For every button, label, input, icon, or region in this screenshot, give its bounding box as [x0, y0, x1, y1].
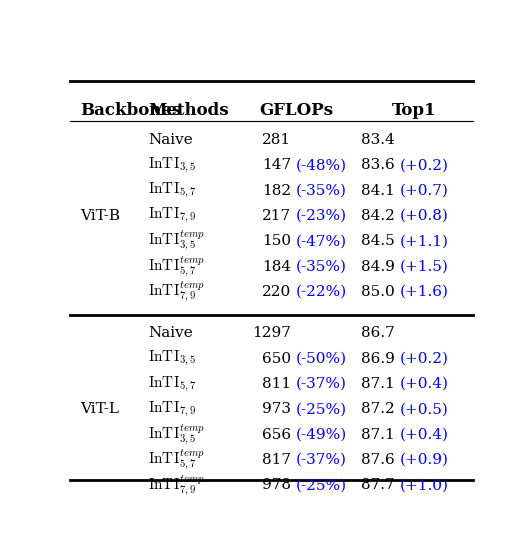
Text: 84.1: 84.1 [361, 183, 395, 197]
Text: (+0.2): (+0.2) [400, 352, 449, 366]
Text: 87.7: 87.7 [361, 478, 395, 492]
Text: $\mathrm{InTI}_{7,9}$: $\mathrm{InTI}_{7,9}$ [148, 400, 197, 419]
Text: 84.5: 84.5 [361, 234, 395, 248]
Text: (+1.1): (+1.1) [400, 234, 449, 248]
Text: $\mathrm{InTI}_{3,5}$: $\mathrm{InTI}_{3,5}$ [148, 349, 197, 368]
Text: Top1: Top1 [392, 102, 437, 119]
Text: (+0.4): (+0.4) [400, 377, 449, 391]
Text: (+1.0): (+1.0) [400, 478, 449, 492]
Text: (+0.2): (+0.2) [400, 158, 449, 172]
Text: $\mathrm{InTI}_{3,5}$: $\mathrm{InTI}_{3,5}$ [148, 156, 197, 175]
Text: (+0.8): (+0.8) [400, 209, 449, 223]
Text: 84.9: 84.9 [361, 259, 395, 274]
Text: (-25%): (-25%) [295, 403, 347, 416]
Text: 182: 182 [262, 183, 292, 197]
Text: Backbones: Backbones [81, 102, 182, 119]
Text: Naive: Naive [148, 133, 193, 147]
Text: Methods: Methods [148, 102, 229, 119]
Text: 150: 150 [262, 234, 292, 248]
Text: 86.9: 86.9 [361, 352, 395, 366]
Text: (-47%): (-47%) [295, 234, 347, 248]
Text: (+0.9): (+0.9) [400, 453, 449, 467]
Text: 87.1: 87.1 [361, 428, 395, 442]
Text: (-50%): (-50%) [295, 352, 347, 366]
Text: 817: 817 [262, 453, 292, 467]
Text: (-25%): (-25%) [295, 478, 347, 492]
Text: $\mathrm{InTI}_{3,5}^{temp}$: $\mathrm{InTI}_{3,5}^{temp}$ [148, 229, 205, 254]
Text: 87.2: 87.2 [361, 403, 395, 416]
Text: $\mathrm{InTI}_{5,7}^{temp}$: $\mathrm{InTI}_{5,7}^{temp}$ [148, 448, 205, 472]
Text: 973: 973 [262, 403, 292, 416]
Text: $\mathrm{InTI}_{5,7}$: $\mathrm{InTI}_{5,7}$ [148, 374, 197, 394]
Text: (+1.6): (+1.6) [400, 285, 449, 299]
Text: 85.0: 85.0 [361, 285, 395, 299]
Text: 978: 978 [262, 478, 292, 492]
Text: $\mathrm{InTI}_{7,9}$: $\mathrm{InTI}_{7,9}$ [148, 206, 197, 225]
Text: 217: 217 [262, 209, 292, 223]
Text: 656: 656 [262, 428, 292, 442]
Text: 811: 811 [262, 377, 292, 391]
Text: $\mathrm{InTI}_{5,7}$: $\mathrm{InTI}_{5,7}$ [148, 181, 197, 200]
Text: (+0.7): (+0.7) [400, 183, 449, 197]
Text: 147: 147 [262, 158, 292, 172]
Text: Naive: Naive [148, 326, 193, 341]
Text: $\mathrm{InTI}_{7,9}^{temp}$: $\mathrm{InTI}_{7,9}^{temp}$ [148, 473, 205, 498]
Text: 87.6: 87.6 [361, 453, 395, 467]
Text: 281: 281 [262, 133, 292, 147]
Text: 650: 650 [262, 352, 292, 366]
Text: 184: 184 [262, 259, 292, 274]
Text: 220: 220 [262, 285, 292, 299]
Text: 86.7: 86.7 [361, 326, 395, 341]
Text: (-22%): (-22%) [295, 285, 347, 299]
Text: 84.2: 84.2 [361, 209, 395, 223]
Text: ViT-L: ViT-L [81, 403, 120, 416]
Text: 83.6: 83.6 [361, 158, 395, 172]
Text: $\mathrm{InTI}_{5,7}^{temp}$: $\mathrm{InTI}_{5,7}^{temp}$ [148, 255, 205, 279]
Text: (+0.4): (+0.4) [400, 428, 449, 442]
Text: (-23%): (-23%) [295, 209, 347, 223]
Text: 83.4: 83.4 [361, 133, 395, 147]
Text: $\mathrm{InTI}_{7,9}^{temp}$: $\mathrm{InTI}_{7,9}^{temp}$ [148, 280, 205, 304]
Text: $\mathrm{InTI}_{3,5}^{temp}$: $\mathrm{InTI}_{3,5}^{temp}$ [148, 423, 205, 447]
Text: (-37%): (-37%) [295, 377, 347, 391]
Text: (-48%): (-48%) [295, 158, 347, 172]
Text: 87.1: 87.1 [361, 377, 395, 391]
Text: (-37%): (-37%) [295, 453, 347, 467]
Text: 1297: 1297 [252, 326, 292, 341]
Text: (+1.5): (+1.5) [400, 259, 449, 274]
Text: (+0.5): (+0.5) [400, 403, 449, 416]
Text: (-35%): (-35%) [295, 259, 347, 274]
Text: ViT-B: ViT-B [81, 209, 121, 223]
Text: GFLOPs: GFLOPs [259, 102, 333, 119]
Text: (-35%): (-35%) [295, 183, 347, 197]
Text: (-49%): (-49%) [295, 428, 347, 442]
